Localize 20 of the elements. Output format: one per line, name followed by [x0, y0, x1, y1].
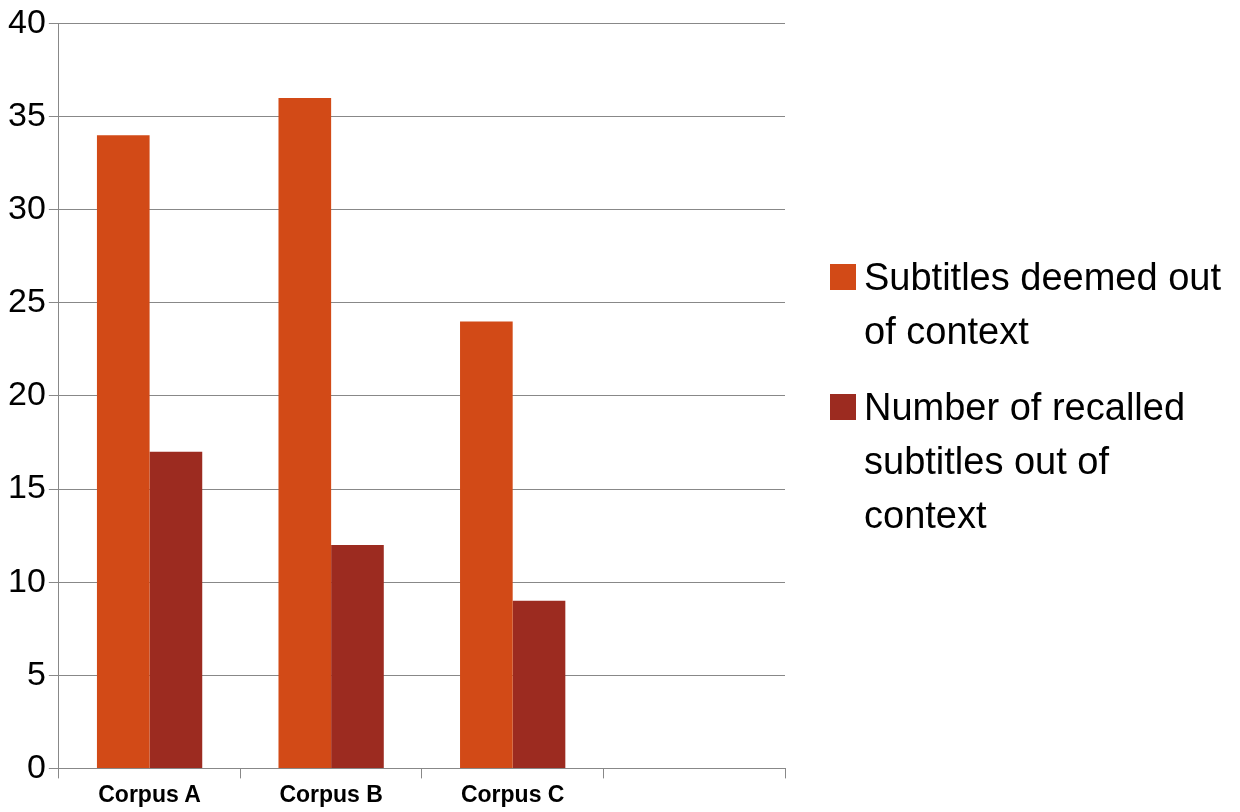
legend-label: Subtitles deemed out of context [864, 255, 1222, 354]
bar [460, 321, 513, 768]
x-tick-label: Corpus B [279, 780, 383, 807]
bar [278, 97, 332, 768]
y-tick-label: 20 [7, 374, 46, 413]
y-tick-label: 10 [7, 560, 46, 599]
y-tick-label: 25 [7, 281, 46, 320]
bar [331, 544, 384, 768]
y-tick-label: 40 [7, 1, 46, 40]
y-tick-label: 0 [26, 746, 46, 785]
x-tick-label: Corpus A [98, 780, 201, 807]
x-tick-label: Corpus C [460, 780, 565, 807]
y-tick-label: 15 [7, 467, 46, 506]
bar [96, 135, 150, 768]
y-tick-label: 5 [26, 653, 46, 692]
bar [149, 451, 203, 768]
legend-label: Number of recalled subtitles out of context [864, 385, 1187, 538]
y-tick-label: 35 [7, 94, 46, 133]
y-tick-label: 30 [7, 188, 46, 227]
bar [512, 600, 566, 768]
